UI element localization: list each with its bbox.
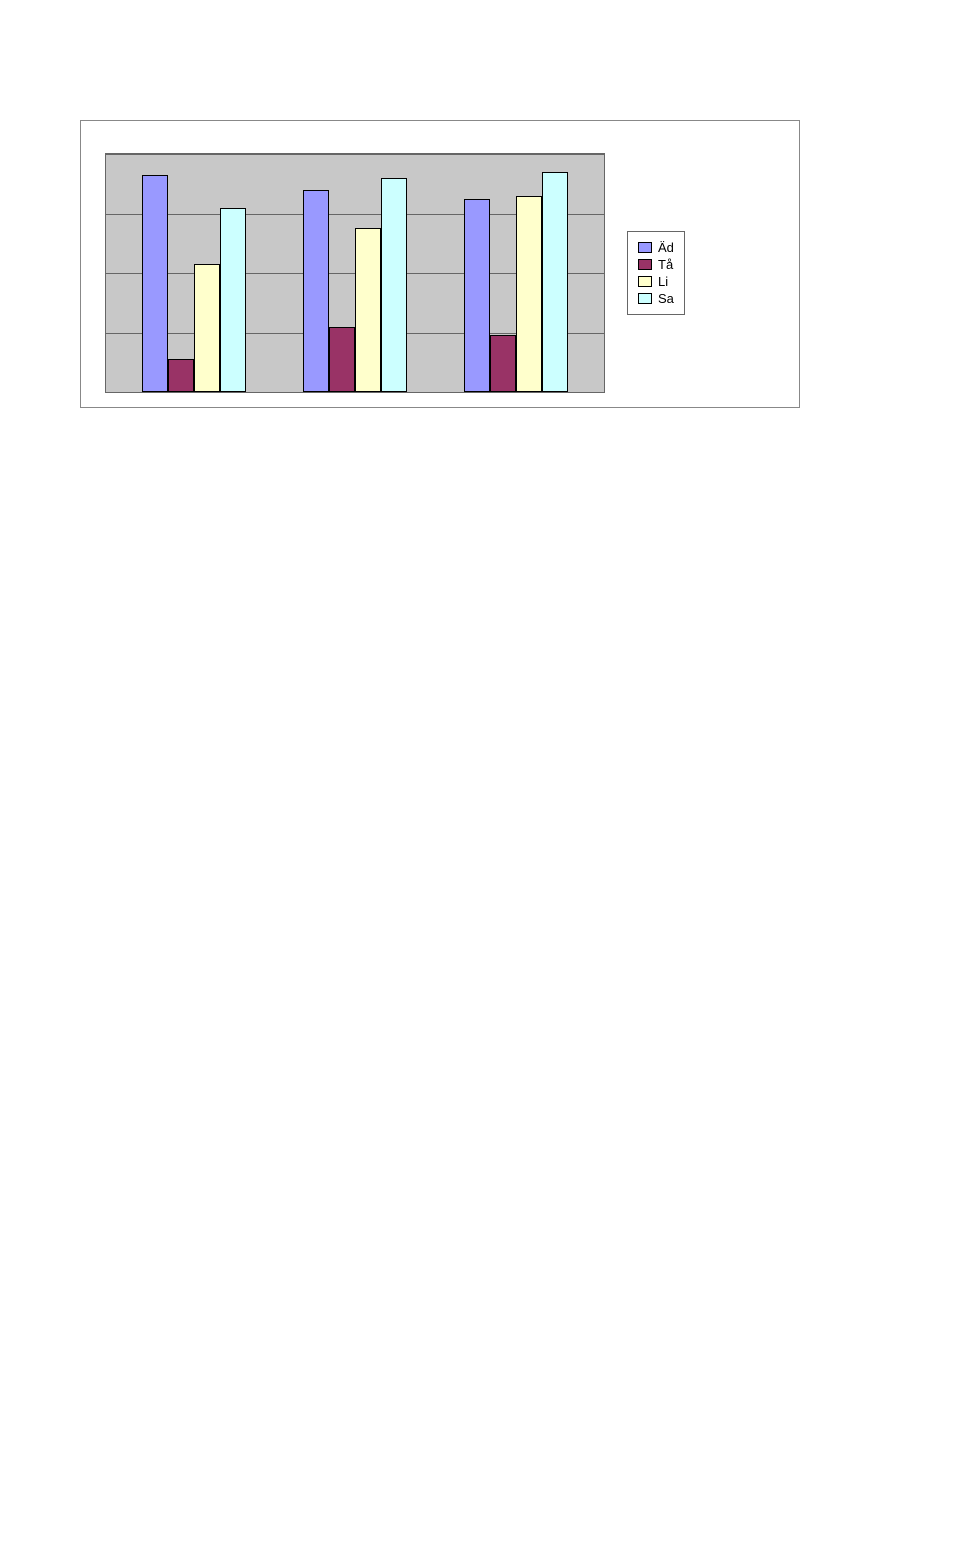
bar [542, 172, 568, 392]
bar [464, 199, 490, 392]
legend-label: Äd [658, 240, 674, 255]
legend-swatch [638, 259, 652, 270]
bar [329, 327, 355, 392]
legend-label: Li [658, 274, 668, 289]
bar [168, 359, 194, 392]
bar [516, 196, 542, 392]
legend-label: Tå [658, 257, 673, 272]
bar-group [303, 154, 407, 392]
legend-row: Äd [638, 240, 674, 255]
legend-swatch [638, 242, 652, 253]
grid-line [106, 392, 604, 393]
plot-area [105, 153, 605, 393]
bar [303, 190, 329, 392]
bar-group [142, 154, 246, 392]
bar-group [464, 154, 568, 392]
legend: Äd Tå Li Sa [627, 231, 685, 315]
bar [194, 264, 220, 392]
legend-label: Sa [658, 291, 674, 306]
bar [381, 178, 407, 392]
bar [142, 175, 168, 392]
legend-row: Tå [638, 257, 674, 272]
bar [220, 208, 246, 392]
legend-row: Sa [638, 291, 674, 306]
bar [490, 335, 516, 392]
chart-container: Äd Tå Li Sa [80, 120, 800, 408]
legend-swatch [638, 293, 652, 304]
legend-row: Li [638, 274, 674, 289]
legend-swatch [638, 276, 652, 287]
bar [355, 228, 381, 392]
